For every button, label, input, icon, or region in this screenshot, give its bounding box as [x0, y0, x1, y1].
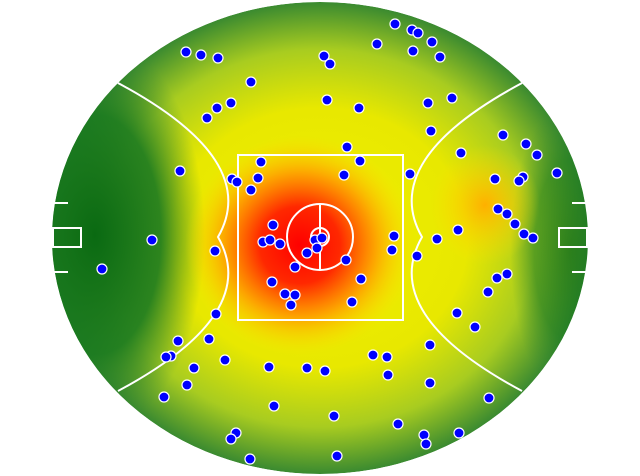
point: [211, 102, 223, 114]
point: [382, 369, 394, 381]
point: [195, 49, 207, 61]
point: [225, 433, 237, 445]
point: [424, 339, 436, 351]
point: [318, 50, 330, 62]
point: [355, 273, 367, 285]
point: [172, 335, 184, 347]
point: [518, 228, 530, 240]
point: [160, 351, 172, 363]
point: [527, 232, 539, 244]
point: [411, 250, 423, 262]
point: [431, 233, 443, 245]
point: [231, 176, 243, 188]
point: [412, 27, 424, 39]
point: [225, 97, 237, 109]
point: [446, 92, 458, 104]
point: [331, 450, 343, 462]
point: [388, 230, 400, 242]
point: [274, 238, 286, 250]
point: [420, 438, 432, 450]
point: [424, 377, 436, 389]
point: [371, 38, 383, 50]
point: [452, 224, 464, 236]
point: [509, 218, 521, 230]
point: [497, 129, 509, 141]
point: [418, 429, 430, 441]
point: [492, 203, 504, 215]
point: [212, 52, 224, 64]
point: [346, 296, 358, 308]
point: [422, 97, 434, 109]
point: [392, 418, 404, 430]
point: [513, 175, 525, 187]
point: [551, 167, 563, 179]
point: [434, 51, 446, 63]
point: [483, 392, 495, 404]
point: [301, 247, 313, 259]
point: [340, 254, 352, 266]
point: [181, 379, 193, 391]
point: [386, 244, 398, 256]
point: [252, 172, 264, 184]
point: [451, 307, 463, 319]
point: [301, 362, 313, 374]
point: [158, 391, 170, 403]
point: [381, 351, 393, 363]
point: [469, 321, 481, 333]
point: [285, 299, 297, 311]
point: [491, 272, 503, 284]
point: [319, 365, 331, 377]
point: [324, 58, 336, 70]
point: [263, 361, 275, 373]
points: [96, 18, 563, 465]
point: [389, 18, 401, 30]
point: [341, 141, 353, 153]
point: [210, 308, 222, 320]
point: [425, 125, 437, 137]
point: [268, 400, 280, 412]
point: [321, 94, 333, 106]
point: [455, 147, 467, 159]
point: [209, 245, 221, 257]
point: [453, 427, 465, 439]
point: [245, 76, 257, 88]
point: [426, 36, 438, 48]
point: [279, 288, 291, 300]
point: [201, 112, 213, 124]
point: [255, 156, 267, 168]
point: [407, 45, 419, 57]
field-lines: [52, 82, 588, 392]
point: [264, 234, 276, 246]
point: [489, 173, 501, 185]
point: [311, 242, 323, 254]
point: [96, 263, 108, 275]
point: [482, 286, 494, 298]
point: [203, 333, 215, 345]
point: [338, 169, 350, 181]
point: [219, 354, 231, 366]
point: [266, 276, 278, 288]
point: [354, 155, 366, 167]
point: [531, 149, 543, 161]
point: [520, 138, 532, 150]
point: [174, 165, 186, 177]
point: [244, 453, 256, 465]
point: [328, 410, 340, 422]
point: [245, 184, 257, 196]
point: [188, 362, 200, 374]
point: [146, 234, 158, 246]
point: [289, 289, 301, 301]
point: [267, 219, 279, 231]
point: [501, 268, 513, 280]
point: [316, 232, 328, 244]
point: [180, 46, 192, 58]
point: [289, 261, 301, 273]
point: [404, 168, 416, 180]
point: [501, 208, 513, 220]
point: [367, 349, 379, 361]
point: [353, 102, 365, 114]
